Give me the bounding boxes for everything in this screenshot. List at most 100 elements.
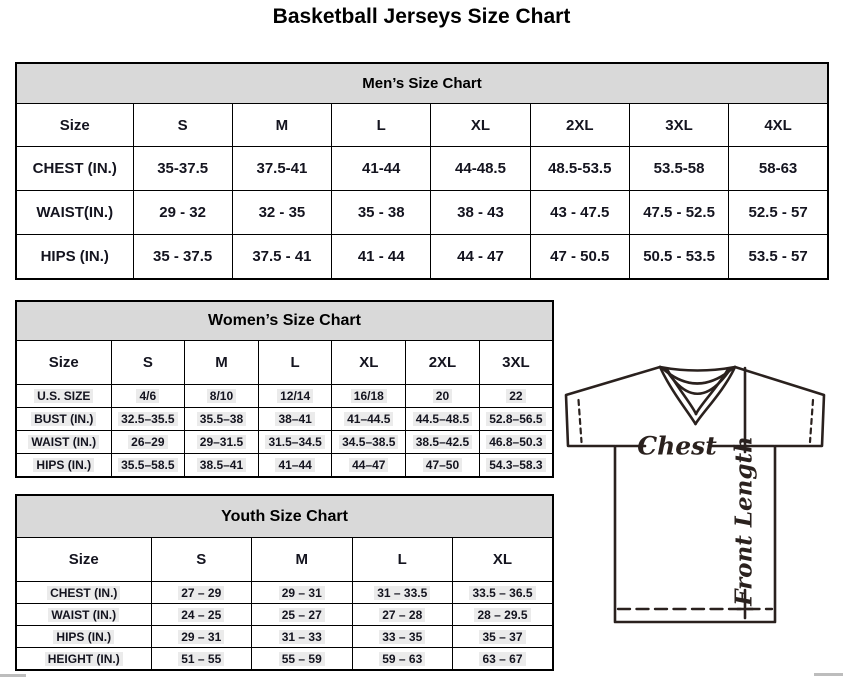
cell-text: 38.5–41 (196, 458, 247, 472)
cell-text: 53.5 - 57 (748, 248, 808, 265)
size-value-cell: 52.8–56.5 (478, 407, 554, 431)
cell-text: 37.5 - 41 (252, 248, 312, 265)
size-value-cell: 35 - 38 (331, 190, 432, 235)
size-value-cell: 29–31.5 (184, 430, 259, 454)
cell-text: XL (470, 116, 491, 134)
cell-text: 12/14 (277, 389, 314, 403)
womens-bust-row: BUST (IN.) 32.5–35.5 35.5–38 38–41 41–44.5 44… (15, 407, 554, 431)
size-value-cell: 4/6 (110, 384, 186, 408)
cell-text: 47 - 50.5 (550, 248, 610, 265)
column-header-cell: M (251, 537, 353, 582)
womens-chart-title: Women’s Size Chart (15, 300, 554, 341)
cell-text: 59 – 63 (379, 651, 426, 666)
cell-text: 41–44.5 (344, 412, 394, 426)
youth-waist-row: WAIST (IN.) 24 – 25 25 – 27 27 – 28 28 – 29.… (15, 603, 554, 626)
vneck-inner-right (694, 368, 729, 416)
cell-text: 47.5 - 52.5 (643, 204, 715, 221)
womens-size-chart-table: Women’s Size Chart Size S M L XL 2XL 3XL U.S. … (15, 300, 554, 478)
size-value-cell: 35 – 37 (452, 625, 554, 648)
size-value-cell: 37.5 - 41 (231, 234, 333, 280)
cell-text: 55 – 59 (278, 651, 325, 666)
cell-text: 41-44 (362, 160, 401, 177)
cell-text: 35 – 37 (479, 629, 526, 644)
size-value-cell: 22 (478, 384, 554, 408)
row-label-cell: BUST (IN.) (15, 407, 112, 431)
cell-text: S (177, 116, 188, 134)
womens-header-row: Size S M L XL 2XL 3XL (15, 340, 554, 385)
cell-text: 37.5-41 (256, 160, 308, 177)
size-value-cell: 38.5–41 (184, 453, 259, 478)
cell-text: 52.8–56.5 (486, 412, 546, 426)
row-label-cell: CHEST (IN.) (15, 146, 134, 191)
cell-text: Size (59, 116, 90, 134)
size-value-cell: 31 – 33 (251, 625, 353, 648)
cell-text: 41–44 (275, 458, 315, 472)
cell-text: WAIST(IN.) (36, 204, 114, 221)
womens-chart-title-row: Women’s Size Chart (15, 300, 554, 341)
size-value-cell: 29 – 31 (150, 625, 252, 648)
size-value-cell: 48.5-53.5 (529, 146, 630, 191)
cell-text: Size (48, 354, 79, 371)
cell-text: HIPS (IN.) (33, 458, 95, 472)
cell-text: L (376, 116, 386, 134)
size-value-cell: 27 – 29 (150, 581, 252, 604)
cell-text: 44-48.5 (455, 160, 506, 177)
row-label-cell: HIPS (IN.) (15, 625, 152, 648)
row-label-cell: U.S. SIZE (15, 384, 112, 408)
mens-chart-title-row: Men’s Size Chart (15, 62, 829, 104)
mens-waist-row: WAIST(IN.) 29 - 32 32 - 35 35 - 38 38 - 43 43… (15, 190, 829, 235)
left-cuff-dashed-line (577, 398, 583, 444)
youth-chest-row: CHEST (IN.) 27 – 29 29 – 31 31 – 33.5 33.5 –… (15, 581, 554, 604)
size-value-cell: 63 – 67 (452, 647, 554, 671)
cell-text: WAIST (IN.) (48, 607, 120, 622)
column-header-cell: XL (331, 340, 407, 385)
jersey-outline (564, 365, 826, 624)
cell-text: M (215, 354, 228, 371)
cell-text: 27 – 29 (178, 585, 225, 600)
size-value-cell: 31.5–34.5 (257, 430, 333, 454)
youth-height-row: HEIGHT (IN.) 51 – 55 55 – 59 59 – 63 63 – 67 (15, 647, 554, 671)
cell-text: 48.5-53.5 (548, 160, 612, 177)
horizontal-scrollbar-fragment-left[interactable] (0, 674, 26, 677)
size-value-cell: 46.8–50.3 (478, 430, 554, 454)
column-header-cell: Size (15, 340, 112, 385)
size-value-cell: 41–44.5 (331, 407, 407, 431)
cell-text: 51 – 55 (178, 651, 225, 666)
size-value-cell: 47 - 50.5 (529, 234, 630, 280)
size-value-cell: 41 - 44 (331, 234, 432, 280)
column-header-cell: Size (15, 537, 152, 582)
mens-hips-row: HIPS (IN.) 35 - 37.5 37.5 - 41 41 - 44 44 - … (15, 234, 829, 280)
size-value-cell: 20 (405, 384, 480, 408)
size-value-cell: 53.5 - 57 (728, 234, 829, 280)
cell-text: 32 - 35 (258, 204, 306, 221)
column-header-cell: M (184, 340, 259, 385)
column-header-cell: L (257, 340, 333, 385)
size-value-cell: 24 – 25 (150, 603, 252, 626)
size-value-cell: 33.5 – 36.5 (452, 581, 554, 604)
size-value-cell: 43 - 47.5 (529, 190, 630, 235)
size-value-cell: 53.5-58 (628, 146, 730, 191)
jersey-neck-top-line (658, 365, 737, 372)
cell-text: 25 – 27 (278, 607, 325, 622)
cell-text: 35 - 38 (357, 204, 405, 221)
cell-text: S (142, 354, 153, 371)
size-value-cell: 50.5 - 53.5 (628, 234, 730, 280)
cell-text: 2XL (428, 354, 457, 371)
size-value-cell: 35.5–38 (184, 407, 259, 431)
cell-text: U.S. SIZE (34, 389, 94, 403)
size-value-cell: 27 – 28 (351, 603, 453, 626)
cell-text: 52.5 - 57 (748, 204, 808, 221)
cell-text: 2XL (566, 116, 594, 134)
size-value-cell: 29 – 31 (251, 581, 353, 604)
horizontal-scrollbar-fragment-right[interactable] (814, 673, 843, 676)
cell-text: 35 - 37.5 (153, 248, 213, 265)
cell-text: 33 – 35 (379, 629, 426, 644)
column-header-cell: S (132, 103, 233, 147)
size-value-cell: 38 - 43 (430, 190, 531, 235)
cell-text: CHEST (IN.) (32, 160, 117, 177)
size-value-cell: 35 - 37.5 (132, 234, 233, 280)
size-value-cell: 44.5–48.5 (405, 407, 480, 431)
row-label-cell: CHEST (IN.) (15, 581, 152, 604)
column-header-cell: 2XL (529, 103, 630, 147)
cell-text: 44 - 47 (457, 248, 504, 265)
